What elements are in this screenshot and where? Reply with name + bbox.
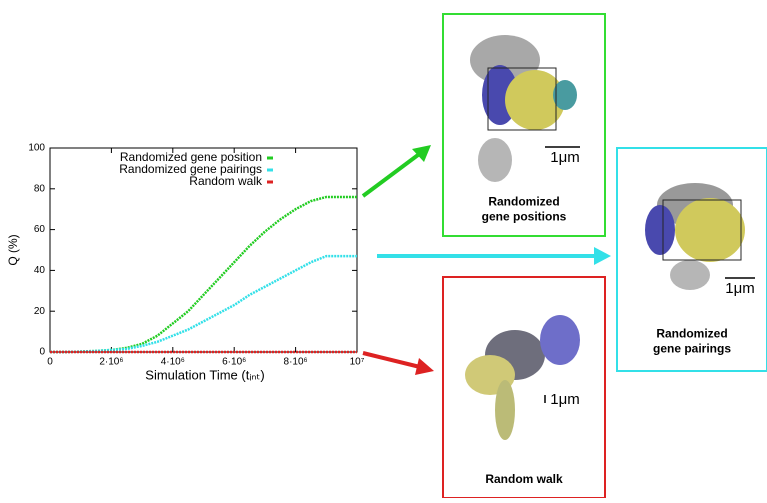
y-axis-label: Q (%)	[6, 234, 20, 265]
panel-label: Randomized	[656, 327, 727, 341]
series-line	[50, 254, 357, 354]
x-tick-label: 8·10⁶	[284, 357, 308, 368]
panel-frame	[442, 276, 606, 499]
x-tick-label: 4·10⁶	[161, 357, 185, 368]
legend-label: Random walk	[189, 174, 263, 188]
y-tick-label: 0	[39, 347, 45, 358]
y-tick-label: 20	[34, 306, 46, 317]
scale-label: 1μm	[725, 280, 754, 297]
legend-label: Randomized gene position	[120, 150, 262, 164]
x-tick-label: 2·10⁶	[99, 357, 123, 368]
legend-label: Randomized gene pairings	[119, 162, 262, 176]
panel-label: gene positions	[482, 210, 567, 224]
x-tick-label: 6·10⁶	[222, 357, 246, 368]
panel-label: Random walk	[485, 472, 563, 486]
x-axis-label: Simulation Time (tᵢₙₜ)	[145, 367, 264, 382]
y-tick-label: 80	[34, 183, 46, 194]
panel-label: gene pairings	[653, 342, 731, 356]
panel-frame	[616, 147, 767, 372]
arrows	[361, 145, 611, 375]
x-tick-label: 10⁷	[350, 357, 365, 368]
y-tick-label: 40	[34, 265, 46, 276]
panel-label: Randomized	[488, 195, 559, 209]
scale-label: 1μm	[550, 391, 579, 408]
panel-frame	[442, 13, 606, 237]
x-tick-label: 0	[47, 357, 53, 368]
y-tick-label: 60	[34, 224, 46, 235]
y-tick-label: 100	[28, 143, 45, 154]
scale-label: 1μm	[550, 149, 579, 166]
structure-image	[465, 35, 745, 440]
series-line	[50, 195, 357, 354]
scale-bars	[544, 146, 755, 403]
